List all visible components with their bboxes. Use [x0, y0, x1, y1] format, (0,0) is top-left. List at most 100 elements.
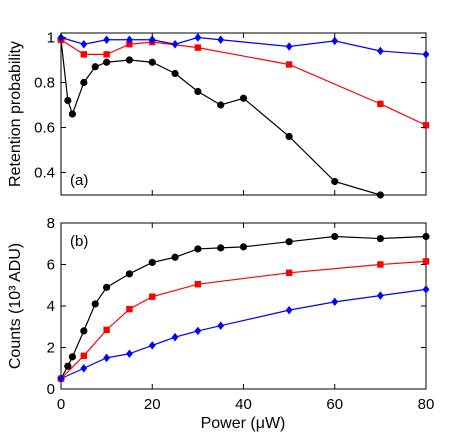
data-point-square: [377, 100, 384, 108]
data-point-diamond: [148, 341, 156, 350]
data-point-diamond: [194, 326, 202, 336]
series-line-circle: [60, 235, 427, 379]
data-point-square: [194, 281, 202, 288]
data-point-circle: [194, 87, 202, 96]
panel-b-x-ticks: 0 20 40 60 80: [57, 223, 435, 413]
data-point-circle: [64, 96, 72, 105]
panel-b: 0 2 4 6 8 0 20 40 60 80 (b) Counts (10³ ADU) Pow…: [7, 215, 434, 432]
data-point-circle: [171, 69, 179, 78]
data-point-circle: [422, 232, 430, 241]
data-point-circle: [125, 270, 134, 278]
series-diamond: [57, 33, 430, 59]
data-point-square: [103, 326, 110, 334]
data-point-circle: [68, 110, 77, 118]
data-point-circle: [194, 245, 202, 253]
data-point-diamond: [422, 50, 430, 59]
data-point-circle: [285, 132, 293, 141]
x-tick-label: 40: [235, 396, 252, 413]
y-tick-label: 6: [47, 257, 55, 274]
data-point-circle: [80, 327, 88, 335]
data-point-circle: [68, 353, 77, 361]
data-point-diamond: [103, 35, 110, 44]
data-point-diamond: [148, 35, 156, 44]
panel-a-marks: [57, 33, 430, 199]
panel-a-frame: [60, 32, 427, 196]
data-point-square: [377, 261, 384, 268]
x-tick-label: 0: [57, 396, 65, 413]
data-point-square: [285, 61, 293, 68]
data-point-diamond: [80, 364, 88, 373]
data-point-diamond: [422, 285, 430, 294]
y-tick-label: 4: [47, 298, 55, 315]
panel-a-x-ticks: [60, 33, 427, 195]
data-point-diamond: [103, 353, 110, 363]
data-point-circle: [376, 234, 384, 243]
data-point-diamond: [194, 33, 202, 42]
y-tick-label: 8: [47, 215, 55, 232]
series-circle: [57, 36, 384, 199]
data-point-square: [126, 41, 133, 48]
panel-b-frame: [60, 222, 427, 390]
data-point-circle: [91, 300, 99, 308]
data-point-diamond: [217, 321, 225, 330]
panel-a-label: (a): [70, 172, 88, 189]
panel-b-label: (b): [70, 233, 88, 250]
data-point-circle: [80, 78, 88, 87]
data-point-square: [149, 293, 156, 300]
data-point-circle: [103, 283, 111, 291]
panel-a: 0.4 0.6 0.8 1 (a) Retention probability: [7, 30, 430, 199]
data-point-diamond: [126, 35, 133, 44]
data-point-diamond: [377, 291, 384, 300]
data-point-diamond: [171, 332, 179, 342]
data-point-diamond: [331, 36, 339, 46]
data-point-circle: [91, 63, 99, 71]
data-point-square: [422, 258, 430, 265]
data-point-diamond: [171, 40, 179, 49]
data-point-circle: [148, 58, 156, 66]
data-point-diamond: [285, 305, 293, 315]
data-point-circle: [64, 362, 72, 370]
series-line-diamond: [60, 36, 427, 55]
y-tick-label: 1: [47, 30, 55, 47]
series-line-diamond: [60, 288, 427, 380]
data-point-square: [126, 305, 133, 313]
data-point-diamond: [126, 349, 133, 358]
data-point-circle: [217, 244, 225, 252]
data-point-square: [285, 269, 293, 276]
data-point-circle: [148, 258, 156, 267]
data-point-circle: [331, 177, 339, 186]
data-point-square: [194, 44, 202, 51]
data-point-circle: [217, 101, 225, 109]
y-tick-label: 0.6: [34, 120, 55, 137]
panel-b-y-axis-title: Counts (10³ ADU): [7, 243, 24, 369]
data-point-circle: [376, 191, 384, 199]
data-point-circle: [285, 238, 293, 246]
x-tick-label: 20: [144, 396, 161, 413]
panel-b-y-ticks: 0 2 4 6 8: [47, 215, 426, 398]
data-point-square: [80, 51, 88, 58]
data-point-circle: [171, 253, 179, 261]
data-point-circle: [103, 58, 111, 66]
data-point-square: [103, 51, 110, 58]
y-tick-label: 0: [47, 381, 55, 398]
y-tick-label: 2: [47, 340, 55, 357]
data-point-diamond: [57, 374, 65, 383]
data-point-diamond: [80, 40, 88, 49]
data-point-circle: [125, 56, 134, 64]
data-point-diamond: [285, 42, 293, 51]
data-point-circle: [239, 243, 248, 251]
series-circle: [57, 232, 430, 383]
panel-b-marks: [57, 232, 430, 383]
data-point-circle: [239, 94, 248, 102]
data-point-diamond: [377, 46, 384, 56]
panel-b-x-axis-title: Power (μW): [201, 415, 286, 432]
data-point-square: [80, 352, 88, 359]
panel-a-y-axis-title: Retention probability: [7, 41, 24, 187]
data-point-diamond: [217, 35, 225, 44]
y-tick-label: 0.8: [34, 75, 55, 92]
data-point-circle: [331, 232, 339, 241]
data-point-diamond: [331, 297, 339, 307]
series-diamond: [57, 285, 430, 383]
x-tick-label: 80: [418, 396, 435, 413]
